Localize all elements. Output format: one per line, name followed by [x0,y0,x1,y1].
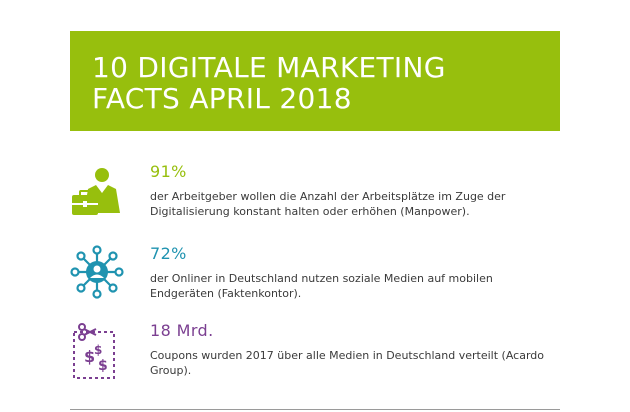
header-banner: 10 DIGITALE MARKETING FACTS APRIL 2018 [70,31,560,131]
social-network-icon [70,245,124,305]
page-title: 10 DIGITALE MARKETING FACTS APRIL 2018 [92,51,446,115]
svg-text:$: $ [94,343,102,357]
fact-item: $ $ $ 18 Mrd. Coupons wurden 2017 über a… [70,322,560,392]
fact-item: 91% der Arbeitgeber wollen die Anzahl de… [70,163,560,233]
fact-description: der Arbeitgeber wollen die Anzahl der Ar… [150,190,506,218]
fact-description: Coupons wurden 2017 über alle Medien in … [150,349,544,377]
fact-item: 72% der Onliner in Deutschland nutzen so… [70,245,560,315]
fact-value: 72% [150,244,187,263]
fact-description: der Onliner in Deutschland nutzen sozial… [150,272,493,300]
svg-text:$: $ [84,347,95,366]
fact-value: 91% [150,162,187,181]
svg-text:$: $ [98,358,108,374]
fact-value: 18 Mrd. [150,321,214,340]
businessman-briefcase-icon [70,163,124,223]
divider [70,409,560,410]
coupon-scissors-icon: $ $ $ [70,322,124,382]
